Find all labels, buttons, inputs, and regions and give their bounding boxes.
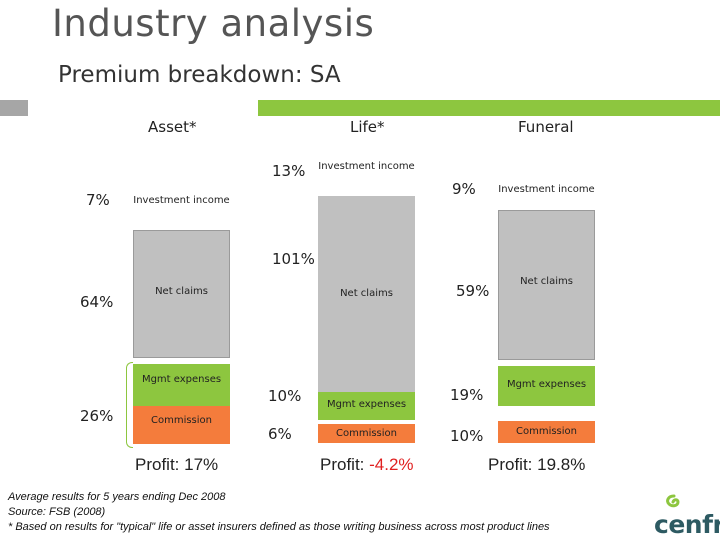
cenfri-swirl-logo-icon — [663, 494, 685, 512]
asset-expense-bracket-value: 26% — [80, 407, 114, 425]
asset-mgmt-expenses-segment: Mgmt expenses — [133, 364, 230, 406]
funeral-commission-label: Commission — [515, 426, 577, 437]
asset-mgmt-expenses-label: Mgmt expenses — [141, 374, 222, 385]
life-commission-value: 6% — [268, 425, 292, 443]
funeral-investment-income-value: 9% — [452, 180, 476, 198]
page-title: Industry analysis — [52, 2, 375, 45]
life-commission-segment: Commission — [318, 424, 415, 443]
funeral-profit-value: 19.8% — [537, 455, 586, 474]
life-mgmt-expenses-segment: Mgmt expenses — [318, 392, 415, 420]
footnote-definition: * Based on results for "typical" life or… — [8, 521, 550, 533]
asset-net-claims-value: 64% — [80, 293, 114, 311]
life-net-claims-value: 101% — [272, 250, 315, 268]
footnote-period: Average results for 5 years ending Dec 2… — [8, 491, 226, 503]
funeral-commission-value: 10% — [450, 427, 484, 445]
cenfri-logo-text: cenfri — [654, 510, 720, 539]
column-header-funeral: Funeral — [518, 118, 574, 136]
funeral-mgmt-expenses-label: Mgmt expenses — [506, 379, 587, 390]
footnote-source: Source: FSB (2008) — [8, 506, 106, 518]
asset-investment-income-value: 7% — [86, 191, 110, 209]
life-profit: Profit: -4.2% — [320, 455, 414, 475]
asset-commission-label: Commission — [150, 415, 212, 426]
column-header-life: Life* — [350, 118, 385, 136]
life-investment-income-segment: Investment income — [318, 147, 415, 187]
funeral-mgmt-expenses-segment: Mgmt expenses — [498, 366, 595, 406]
funeral-net-claims-segment: Net claims — [498, 210, 595, 360]
asset-profit: Profit: 17% — [135, 455, 218, 475]
header-rule-gray — [0, 100, 28, 116]
funeral-investment-income-segment: Investment income — [498, 170, 595, 210]
life-profit-prefix: Profit: — [320, 455, 370, 474]
asset-profit-prefix: Profit: — [135, 455, 185, 474]
funeral-net-claims-value: 59% — [456, 282, 490, 300]
asset-investment-income-segment: Investment income — [133, 172, 230, 230]
funeral-commission-segment: Commission — [498, 421, 595, 443]
funeral-net-claims-label: Net claims — [520, 276, 573, 287]
asset-expense-bracket — [126, 362, 133, 448]
life-profit-value: -4.2% — [369, 455, 414, 474]
column-header-asset: Asset* — [148, 118, 197, 136]
asset-net-claims-label: Net claims — [155, 286, 208, 297]
life-investment-income-value: 13% — [272, 162, 306, 180]
life-mgmt-expenses-value: 10% — [268, 387, 302, 405]
asset-commission-segment: Commission — [133, 406, 230, 444]
funeral-profit-prefix: Profit: — [488, 455, 538, 474]
funeral-profit: Profit: 19.8% — [488, 455, 585, 475]
page-subtitle: Premium breakdown: SA — [58, 62, 341, 88]
header-rule-green — [258, 100, 720, 116]
life-net-claims-segment: Net claims — [318, 196, 415, 392]
life-commission-label: Commission — [335, 427, 397, 439]
asset-profit-value: 17% — [184, 455, 219, 474]
life-net-claims-label: Net claims — [340, 288, 393, 299]
life-mgmt-expenses-label: Mgmt expenses — [326, 399, 407, 410]
funeral-mgmt-expenses-value: 19% — [450, 386, 484, 404]
asset-net-claims-segment: Net claims — [133, 230, 230, 358]
